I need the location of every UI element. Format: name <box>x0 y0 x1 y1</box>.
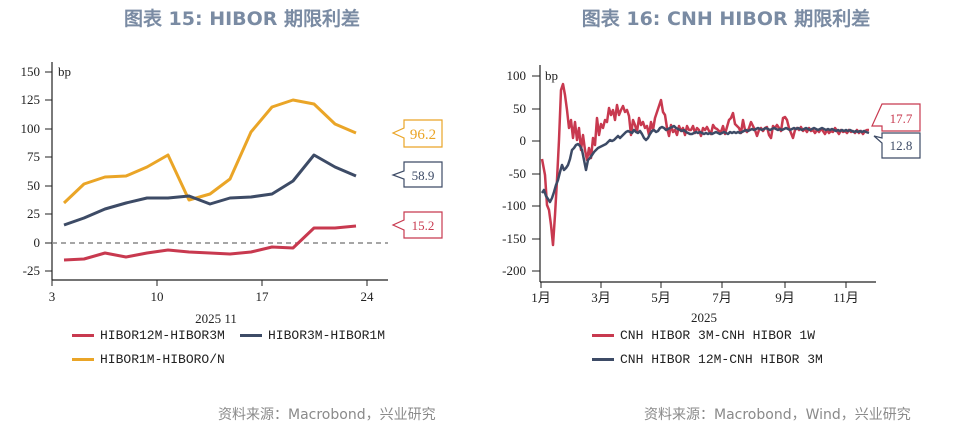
series-hibor3m-1m <box>63 153 357 227</box>
right-unit-label: bp <box>545 68 558 83</box>
svg-text:75: 75 <box>27 149 40 164</box>
left-unit-label: bp <box>58 64 71 79</box>
right-y-ticks: 100 50 0 -50 -100 -150 -200 <box>502 68 540 278</box>
left-chart-title: 图表 15: HIBOR 期限利差 <box>123 8 361 30</box>
svg-text:12.8: 12.8 <box>890 138 913 153</box>
callout-96-2: 96.2 <box>391 119 443 148</box>
svg-text:3: 3 <box>49 289 56 304</box>
svg-text:1月: 1月 <box>531 290 551 305</box>
left-source-note: 资料来源：Macrobond，兴业研究 <box>218 407 436 423</box>
right-source-note: 资料来源：Macrobond，Wind，兴业研究 <box>644 407 911 423</box>
left-chart-panel: 图表 15: HIBOR 期限利差 150 125 100 75 50 25 0… <box>21 8 443 423</box>
svg-text:10: 10 <box>151 289 164 304</box>
svg-text:17: 17 <box>256 289 270 304</box>
svg-text:96.2: 96.2 <box>410 127 436 143</box>
svg-text:50: 50 <box>27 178 40 193</box>
callout-58-9: 58.9 <box>391 161 443 188</box>
legend-item-hibor12m-3m: HIBOR12M-HIBOR3M <box>72 328 225 343</box>
right-x-ticks: 1月 3月 5月 7月 9月 11月 <box>531 282 859 305</box>
series-hibor1m-on <box>62 98 357 205</box>
legend-item-cnh-12m-3m: CNH HIBOR 12M-CNH HIBOR 3M <box>592 352 823 367</box>
svg-text:24: 24 <box>361 289 375 304</box>
svg-text:5月: 5月 <box>651 290 671 305</box>
svg-text:-25: -25 <box>23 263 40 278</box>
callout-15-2: 15.2 <box>391 211 443 239</box>
callout-17-7: 17.7 <box>871 103 921 132</box>
svg-text:-50: -50 <box>509 166 526 181</box>
legend-item-hibor1m-on: HIBOR1M-HIBORO/N <box>72 352 225 367</box>
svg-text:11月: 11月 <box>833 290 859 305</box>
svg-text:7月: 7月 <box>712 290 732 305</box>
svg-text:100: 100 <box>507 68 527 83</box>
right-chart-plot: 100 50 0 -50 -100 -150 -200 bp 1月 3月 5月 … <box>502 65 921 325</box>
svg-text:0: 0 <box>520 133 527 148</box>
svg-text:125: 125 <box>21 92 41 107</box>
svg-text:9月: 9月 <box>775 290 795 305</box>
svg-text:-150: -150 <box>502 231 526 246</box>
left-x-axis-title: 2025 11 <box>195 311 237 326</box>
left-x-ticks: 3 10 17 24 <box>49 280 374 304</box>
svg-text:50: 50 <box>513 101 526 116</box>
left-chart-plot: 150 125 100 75 50 25 0 -25 bp 3 10 17 24… <box>21 62 443 326</box>
series-cnh-12m-3m <box>540 124 870 204</box>
right-chart-panel: 图表 16: CNH HIBOR 期限利差 100 50 0 -50 -100 … <box>484 0 968 429</box>
svg-text:3月: 3月 <box>591 290 611 305</box>
svg-text:0: 0 <box>34 235 41 250</box>
svg-text:-100: -100 <box>502 198 526 213</box>
svg-text:15.2: 15.2 <box>412 218 435 233</box>
svg-text:17.7: 17.7 <box>890 111 913 126</box>
callout-12-8: 12.8 <box>873 132 921 159</box>
svg-text:-200: -200 <box>502 263 526 278</box>
series-cnh-3m-1w <box>540 82 869 247</box>
svg-text:100: 100 <box>21 121 41 136</box>
left-y-ticks: 150 125 100 75 50 25 0 -25 <box>21 64 52 278</box>
right-x-axis-title: 2025 <box>691 310 717 325</box>
svg-text:25: 25 <box>27 206 40 221</box>
svg-text:150: 150 <box>21 64 41 79</box>
legend-item-cnh-3m-1w: CNH HIBOR 3M-CNH HIBOR 1W <box>592 328 815 343</box>
series-hibor12m-3m <box>63 224 357 262</box>
svg-text:58.9: 58.9 <box>412 168 435 183</box>
legend-item-hibor3m-1m: HIBOR3M-HIBOR1M <box>240 328 385 343</box>
right-chart-title: 图表 16: CNH HIBOR 期限利差 <box>581 8 871 30</box>
